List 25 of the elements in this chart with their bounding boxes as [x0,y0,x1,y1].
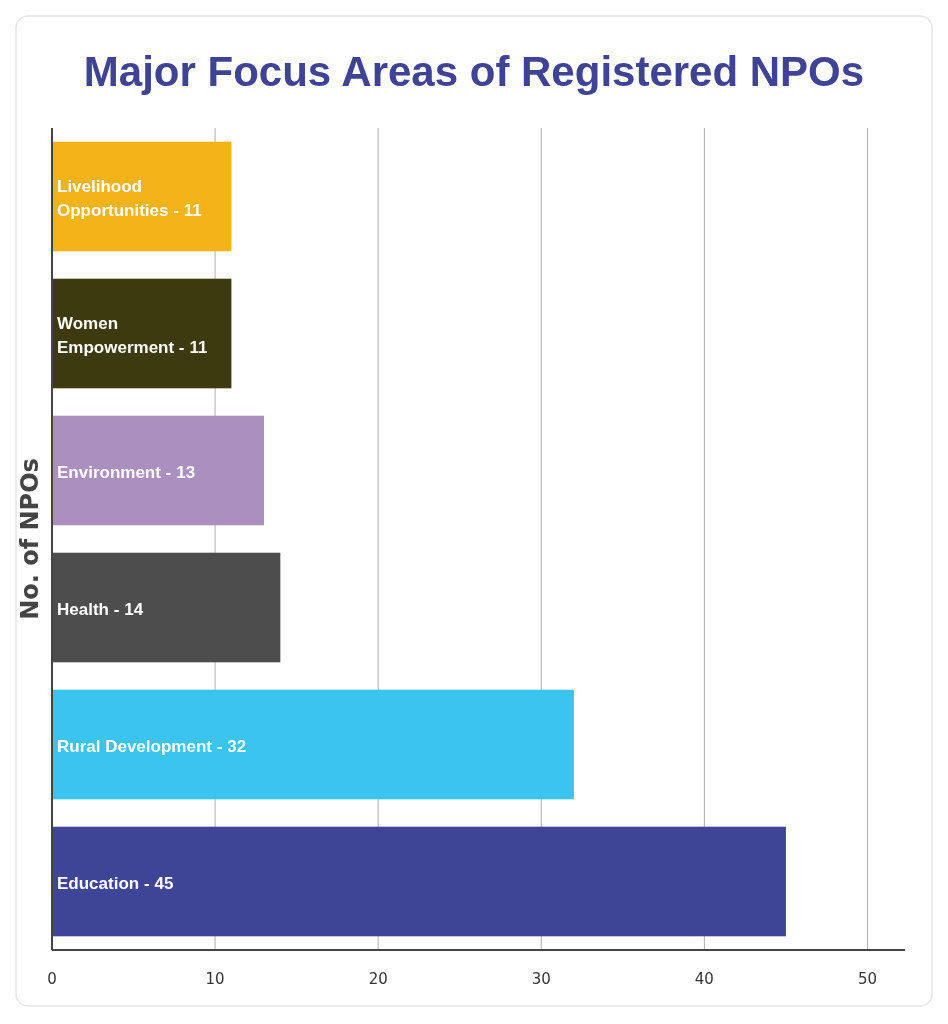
bar [52,826,786,937]
bar [52,689,574,800]
data-label: 11 [189,337,208,357]
data-label: 13 [176,462,196,482]
bar [52,141,232,252]
chart-title: Major Focus Areas of Registered NPOs [83,48,865,95]
x-tick-label: 50 [857,970,878,988]
y-tick-label: Women Empowerment - [57,313,185,357]
bar [52,415,265,526]
x-tick-label: 20 [368,970,388,988]
data-label: 45 [154,873,174,893]
bar [52,278,232,389]
data-label: 11 [183,200,202,220]
y-tick-label: Rural Development - [57,736,223,756]
data-label: 14 [124,599,144,619]
y-axis-title: No. of NPOs [16,458,44,620]
x-tick-label: 40 [694,970,714,988]
x-tick-label: 30 [531,970,551,988]
x-tick-label: 0 [47,970,57,988]
x-tick-label: 10 [205,970,225,988]
y-tick-label: Environment - [57,462,172,482]
data-label: 32 [227,736,247,756]
y-tick-label: Livelihood Opportunities - [57,176,179,220]
y-tick-label: Education - [57,873,150,893]
y-tick-label: Health - [57,599,120,619]
